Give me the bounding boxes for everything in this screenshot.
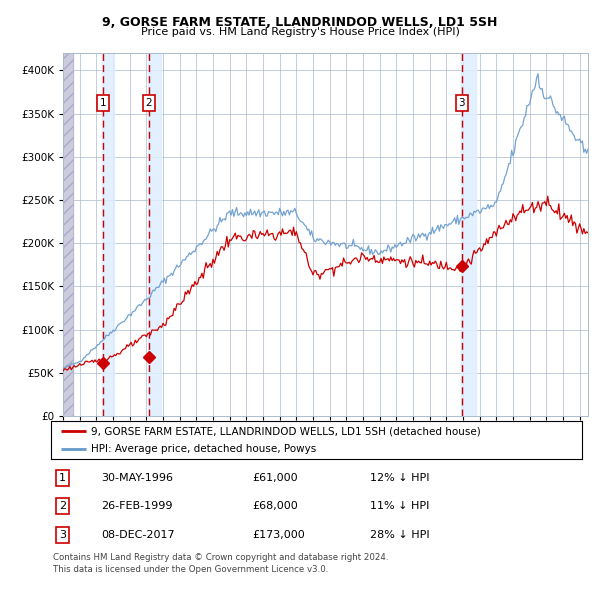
Text: 1: 1 — [100, 98, 106, 108]
Text: 26-FEB-1999: 26-FEB-1999 — [101, 502, 173, 511]
Text: £173,000: £173,000 — [253, 530, 305, 540]
Text: 11% ↓ HPI: 11% ↓ HPI — [370, 502, 429, 511]
Text: Price paid vs. HM Land Registry's House Price Index (HPI): Price paid vs. HM Land Registry's House … — [140, 27, 460, 37]
Bar — [63, 53, 73, 416]
Text: £68,000: £68,000 — [253, 502, 299, 511]
Text: £61,000: £61,000 — [253, 473, 298, 483]
Text: Contains HM Land Registry data © Crown copyright and database right 2024.
This d: Contains HM Land Registry data © Crown c… — [53, 553, 388, 574]
Text: 12% ↓ HPI: 12% ↓ HPI — [370, 473, 429, 483]
Text: 2: 2 — [59, 502, 66, 511]
Text: 08-DEC-2017: 08-DEC-2017 — [101, 530, 175, 540]
Text: HPI: Average price, detached house, Powys: HPI: Average price, detached house, Powy… — [91, 444, 316, 454]
Text: 30-MAY-1996: 30-MAY-1996 — [101, 473, 173, 483]
Text: 3: 3 — [59, 530, 66, 540]
Bar — [461, 53, 476, 416]
Bar — [63, 53, 73, 416]
Bar — [103, 53, 114, 416]
Text: 3: 3 — [458, 98, 465, 108]
Text: 9, GORSE FARM ESTATE, LLANDRINDOD WELLS, LD1 5SH (detached house): 9, GORSE FARM ESTATE, LLANDRINDOD WELLS,… — [91, 427, 481, 437]
Text: 28% ↓ HPI: 28% ↓ HPI — [370, 530, 429, 540]
Text: 9, GORSE FARM ESTATE, LLANDRINDOD WELLS, LD1 5SH: 9, GORSE FARM ESTATE, LLANDRINDOD WELLS,… — [103, 16, 497, 29]
Bar — [148, 53, 161, 416]
Text: 1: 1 — [59, 473, 66, 483]
Text: 2: 2 — [146, 98, 152, 108]
